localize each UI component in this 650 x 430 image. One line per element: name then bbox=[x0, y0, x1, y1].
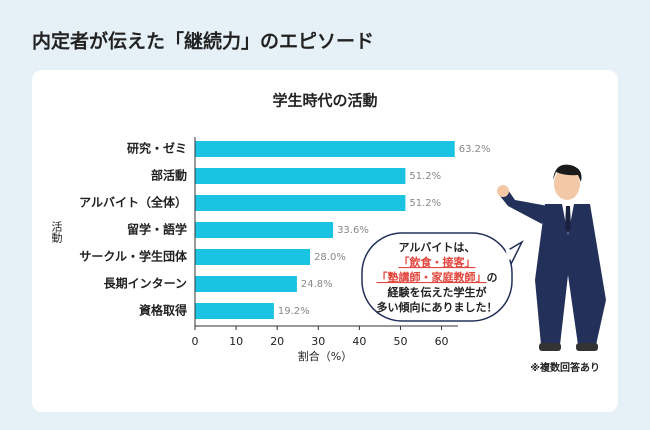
head bbox=[554, 168, 580, 200]
callout-text: 「塾講師・家庭教師」 bbox=[377, 270, 487, 284]
value-label: 51.2% bbox=[409, 171, 441, 182]
x-tick-label: 30 bbox=[311, 335, 325, 348]
shoe bbox=[576, 343, 598, 351]
category-label: 長期インターン bbox=[104, 276, 187, 291]
callout-line: アルバイトは、 bbox=[399, 241, 476, 254]
card bbox=[32, 70, 618, 412]
x-tick-label: 60 bbox=[435, 335, 449, 348]
value-label: 28.0% bbox=[314, 252, 346, 263]
x-tick-label: 50 bbox=[393, 335, 407, 348]
bar bbox=[195, 222, 334, 238]
category-label: サークル・学生団体 bbox=[79, 249, 188, 264]
x-tick-label: 20 bbox=[270, 335, 284, 348]
suit bbox=[535, 204, 606, 345]
bar bbox=[195, 168, 406, 184]
callout-text: 経験を伝えた学生が bbox=[388, 285, 487, 299]
category-label: アルバイト（全体） bbox=[79, 195, 187, 210]
bar bbox=[195, 195, 406, 211]
category-label: 資格取得 bbox=[139, 303, 187, 318]
person bbox=[497, 164, 606, 351]
x-tick-label: 0 bbox=[192, 335, 199, 348]
x-axis-label: 割合（%） bbox=[298, 349, 352, 363]
category-label: 研究・ゼミ bbox=[127, 141, 187, 156]
chart-title: 学生時代の活動 bbox=[272, 92, 377, 110]
tie bbox=[565, 206, 571, 233]
category-label: 留学・語学 bbox=[127, 222, 187, 237]
plot: 研究・ゼミ 63.2% 部活動 51.2% アルバイト（全体） 51.2% 留学・語学 33.… bbox=[79, 137, 490, 348]
callout-text: 多い傾向にありました！ bbox=[377, 300, 498, 314]
page-title: 内定者が伝えた「継続力」のエピソード bbox=[32, 30, 374, 53]
bar bbox=[195, 303, 274, 319]
bubble-tail-cover bbox=[505, 247, 515, 262]
bar bbox=[195, 249, 311, 265]
x-tick-label: 40 bbox=[352, 335, 366, 348]
hair bbox=[553, 164, 582, 182]
bar bbox=[195, 276, 297, 292]
note: ※複数回答あり bbox=[530, 361, 600, 374]
callout-text: 「飲食・接客」 bbox=[399, 255, 476, 269]
callout-line: 経験を伝えた学生が bbox=[388, 285, 487, 299]
x-tick-label: 10 bbox=[229, 335, 243, 348]
callout-text: アルバイトは、 bbox=[399, 241, 476, 254]
arm bbox=[500, 190, 548, 224]
y-axis-label: 活動 bbox=[50, 221, 63, 244]
callout-line: 多い傾向にありました！ bbox=[377, 300, 498, 314]
value-label: 51.2% bbox=[409, 198, 441, 209]
bar bbox=[195, 141, 455, 157]
value-label: 33.6% bbox=[337, 225, 369, 236]
value-label: 24.8% bbox=[301, 279, 333, 290]
bubble bbox=[361, 232, 513, 322]
callout-line: 「飲食・接客」 bbox=[399, 255, 476, 269]
category-label: 部活動 bbox=[151, 168, 187, 183]
callout-text: の bbox=[487, 271, 498, 284]
callout: アルバイトは、「飲食・接客」「塾講師・家庭教師」の経験を伝えた学生が多い傾向にあ… bbox=[361, 232, 524, 322]
shoe bbox=[539, 343, 561, 351]
value-label: 19.2% bbox=[278, 306, 310, 317]
callout-line: 「塾講師・家庭教師」の bbox=[377, 270, 498, 284]
hand bbox=[497, 185, 509, 197]
value-label: 63.2% bbox=[459, 144, 491, 155]
